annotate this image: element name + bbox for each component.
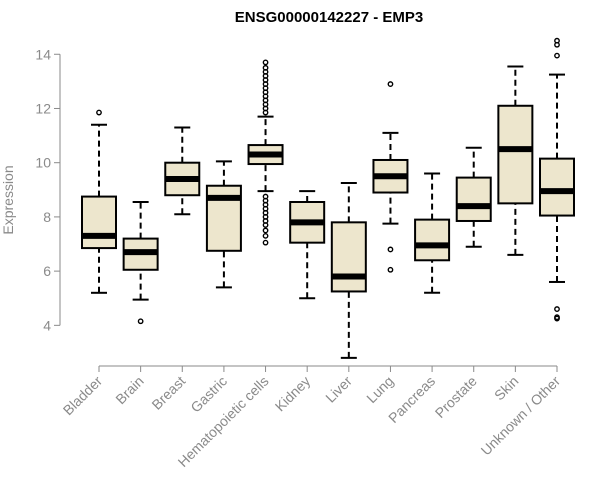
- outlier-point: [387, 266, 394, 273]
- y-tick-label: 4: [43, 317, 51, 333]
- box-prostate: [455, 146, 492, 248]
- y-axis: 4 6 8 10 12 14: [35, 46, 61, 333]
- y-tick-label: 10: [35, 155, 51, 171]
- outlier-point: [387, 246, 394, 253]
- x-tick-label: Kidney: [272, 373, 314, 415]
- box-lung: [372, 81, 409, 273]
- y-tick-label: 6: [43, 263, 51, 279]
- outlier-point: [137, 318, 144, 325]
- iqr-box: [414, 218, 451, 262]
- x-tick-label: Liver: [322, 373, 355, 406]
- x-tick-label: Bladder: [60, 373, 106, 419]
- outlier-point: [554, 315, 560, 322]
- outlier-point: [387, 81, 394, 87]
- outlier-point: [554, 306, 560, 312]
- y-tick-label: 14: [35, 46, 51, 62]
- outlier-point: [262, 59, 269, 66]
- outlier-point: [262, 239, 269, 246]
- outlier-point: [262, 193, 269, 200]
- y-axis-label: Expression: [0, 165, 16, 234]
- outlier-point: [262, 227, 269, 234]
- outlier-point: [554, 52, 560, 59]
- iqr-box: [330, 221, 367, 293]
- box-gastric: [205, 160, 242, 289]
- box-breast: [164, 126, 201, 216]
- iqr-box: [81, 195, 117, 250]
- box-liver: [330, 182, 367, 359]
- box-skin: [497, 65, 534, 256]
- box-bladder: [81, 109, 117, 294]
- outlier-point: [262, 64, 269, 71]
- outlier-point: [554, 41, 560, 48]
- boxes-group: [81, 37, 575, 359]
- y-tick-label: 12: [35, 100, 51, 116]
- box-pancreas: [414, 172, 451, 294]
- outlier-point: [262, 232, 269, 239]
- x-tick-label: Skin: [491, 373, 522, 404]
- y-tick-label: 8: [43, 209, 51, 225]
- iqr-box: [455, 176, 492, 222]
- iqr-box: [497, 104, 534, 205]
- box-kidney: [289, 190, 326, 300]
- box-unknown-other: [539, 37, 575, 322]
- box-brain: [122, 201, 159, 325]
- iqr-box: [539, 157, 575, 217]
- box-hematopoietic-cells: [247, 59, 284, 246]
- x-tick-label: Breast: [148, 373, 188, 413]
- chart-title: ENSG00000142227 - EMP3: [235, 9, 423, 26]
- outlier-point: [96, 109, 102, 116]
- x-tick-label: Brain: [112, 373, 146, 407]
- x-tick-label: Unknown / Other: [478, 373, 564, 459]
- x-tick-label: Lung: [363, 373, 396, 406]
- x-tick-label: Prostate: [432, 373, 480, 421]
